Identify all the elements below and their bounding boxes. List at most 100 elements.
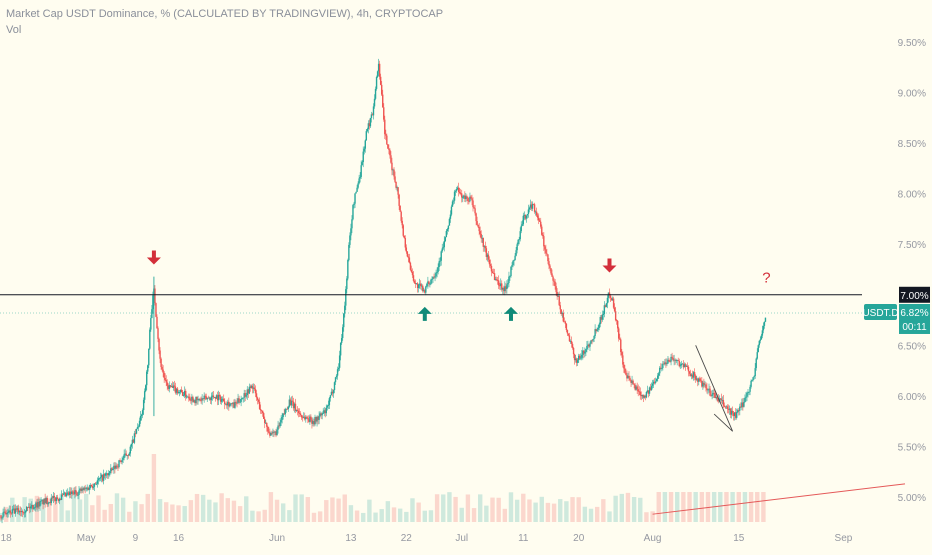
- volume-bar: [650, 511, 655, 522]
- candle-body: [559, 305, 561, 310]
- candle-body: [432, 276, 434, 280]
- candle-body: [236, 402, 238, 404]
- candle-body: [86, 487, 88, 489]
- candle-body: [417, 284, 420, 289]
- candle-body: [638, 391, 640, 393]
- arrow-up-icon[interactable]: [417, 306, 432, 321]
- candle-body: [443, 241, 445, 248]
- wedge-pattern[interactable]: [695, 345, 734, 432]
- candle-body: [684, 364, 687, 367]
- question-mark-annotation[interactable]: ?: [762, 270, 770, 287]
- candle-body: [493, 273, 496, 281]
- candle-body: [529, 204, 532, 208]
- volume-bar: [668, 492, 674, 522]
- candle-body: [671, 356, 673, 358]
- candle-body: [147, 365, 149, 372]
- candle-body: [5, 512, 7, 515]
- candle-body: [261, 410, 264, 414]
- candle-body: [475, 213, 477, 222]
- candle-body: [448, 218, 451, 226]
- candle-body: [137, 426, 140, 428]
- candle-body: [756, 352, 758, 359]
- candle-body: [711, 394, 713, 396]
- candle-body: [55, 497, 58, 502]
- volume-bar: [348, 505, 354, 522]
- volume-bar: [564, 501, 569, 522]
- candle-body: [716, 396, 718, 399]
- arrow-down-icon[interactable]: [602, 258, 617, 273]
- candle-body: [722, 399, 725, 406]
- candle-body: [653, 381, 656, 383]
- candle-body: [738, 410, 740, 411]
- candle-body: [360, 165, 362, 177]
- candle-body: [237, 398, 239, 404]
- candle-body: [155, 303, 157, 317]
- candle-body: [94, 483, 97, 485]
- volume-bar: [410, 498, 415, 522]
- candle-body: [324, 410, 326, 414]
- arrow-down-icon[interactable]: [146, 250, 161, 265]
- candle-body: [555, 286, 557, 292]
- volume-bar: [681, 492, 686, 522]
- candle-body: [658, 373, 660, 376]
- candle-body: [189, 398, 191, 401]
- candle-body: [524, 214, 527, 219]
- candle-body: [551, 273, 553, 277]
- candle-body: [399, 205, 401, 212]
- candle-body: [58, 498, 61, 501]
- candle-body: [407, 256, 410, 258]
- volume-bar: [225, 498, 230, 522]
- candle-body: [165, 379, 167, 383]
- candle-body: [16, 508, 19, 510]
- candle-body: [430, 279, 432, 284]
- candle-body: [296, 409, 299, 412]
- candle-body: [531, 203, 534, 209]
- candle-body: [665, 362, 667, 365]
- volume-bar: [114, 493, 120, 522]
- candle-body: [717, 398, 719, 402]
- volume-bar: [311, 512, 317, 522]
- candle-body: [41, 499, 43, 501]
- candle-body: [616, 320, 619, 329]
- candle-body: [18, 511, 21, 513]
- candle-body: [121, 459, 123, 462]
- candle-body: [600, 317, 602, 320]
- volume-bar: [317, 511, 323, 522]
- candle-body: [328, 398, 331, 406]
- candle-body: [481, 237, 483, 239]
- candle-body: [74, 490, 76, 495]
- candle-body: [590, 340, 592, 344]
- candle-body: [31, 504, 33, 507]
- candle-body: [337, 367, 340, 370]
- candle-body: [574, 358, 577, 361]
- trend-line[interactable]: [652, 483, 906, 515]
- candle-body: [526, 213, 529, 216]
- volume-bar: [576, 497, 581, 522]
- candle-body: [725, 406, 728, 408]
- volume-bar: [96, 495, 101, 522]
- candle-body: [347, 260, 349, 279]
- candle-body: [668, 359, 670, 362]
- candle-body: [90, 485, 93, 487]
- arrow-up-icon[interactable]: [503, 306, 518, 321]
- candle-body: [178, 392, 181, 393]
- candle-body: [291, 400, 294, 402]
- candle-body: [275, 431, 277, 436]
- candle-body: [299, 413, 302, 416]
- candle-body: [485, 248, 488, 257]
- candle-body: [142, 399, 145, 411]
- candle-body: [650, 385, 653, 391]
- candle-body: [395, 181, 397, 188]
- candle-body: [742, 402, 744, 407]
- candle-body: [654, 381, 657, 383]
- candle-body: [486, 254, 489, 257]
- candle-body: [557, 296, 559, 297]
- candle-body: [226, 403, 228, 406]
- candle-body: [699, 378, 701, 381]
- candle-body: [678, 360, 680, 367]
- candle-body: [315, 416, 317, 422]
- candle-body: [543, 236, 545, 247]
- candle-body: [567, 333, 570, 336]
